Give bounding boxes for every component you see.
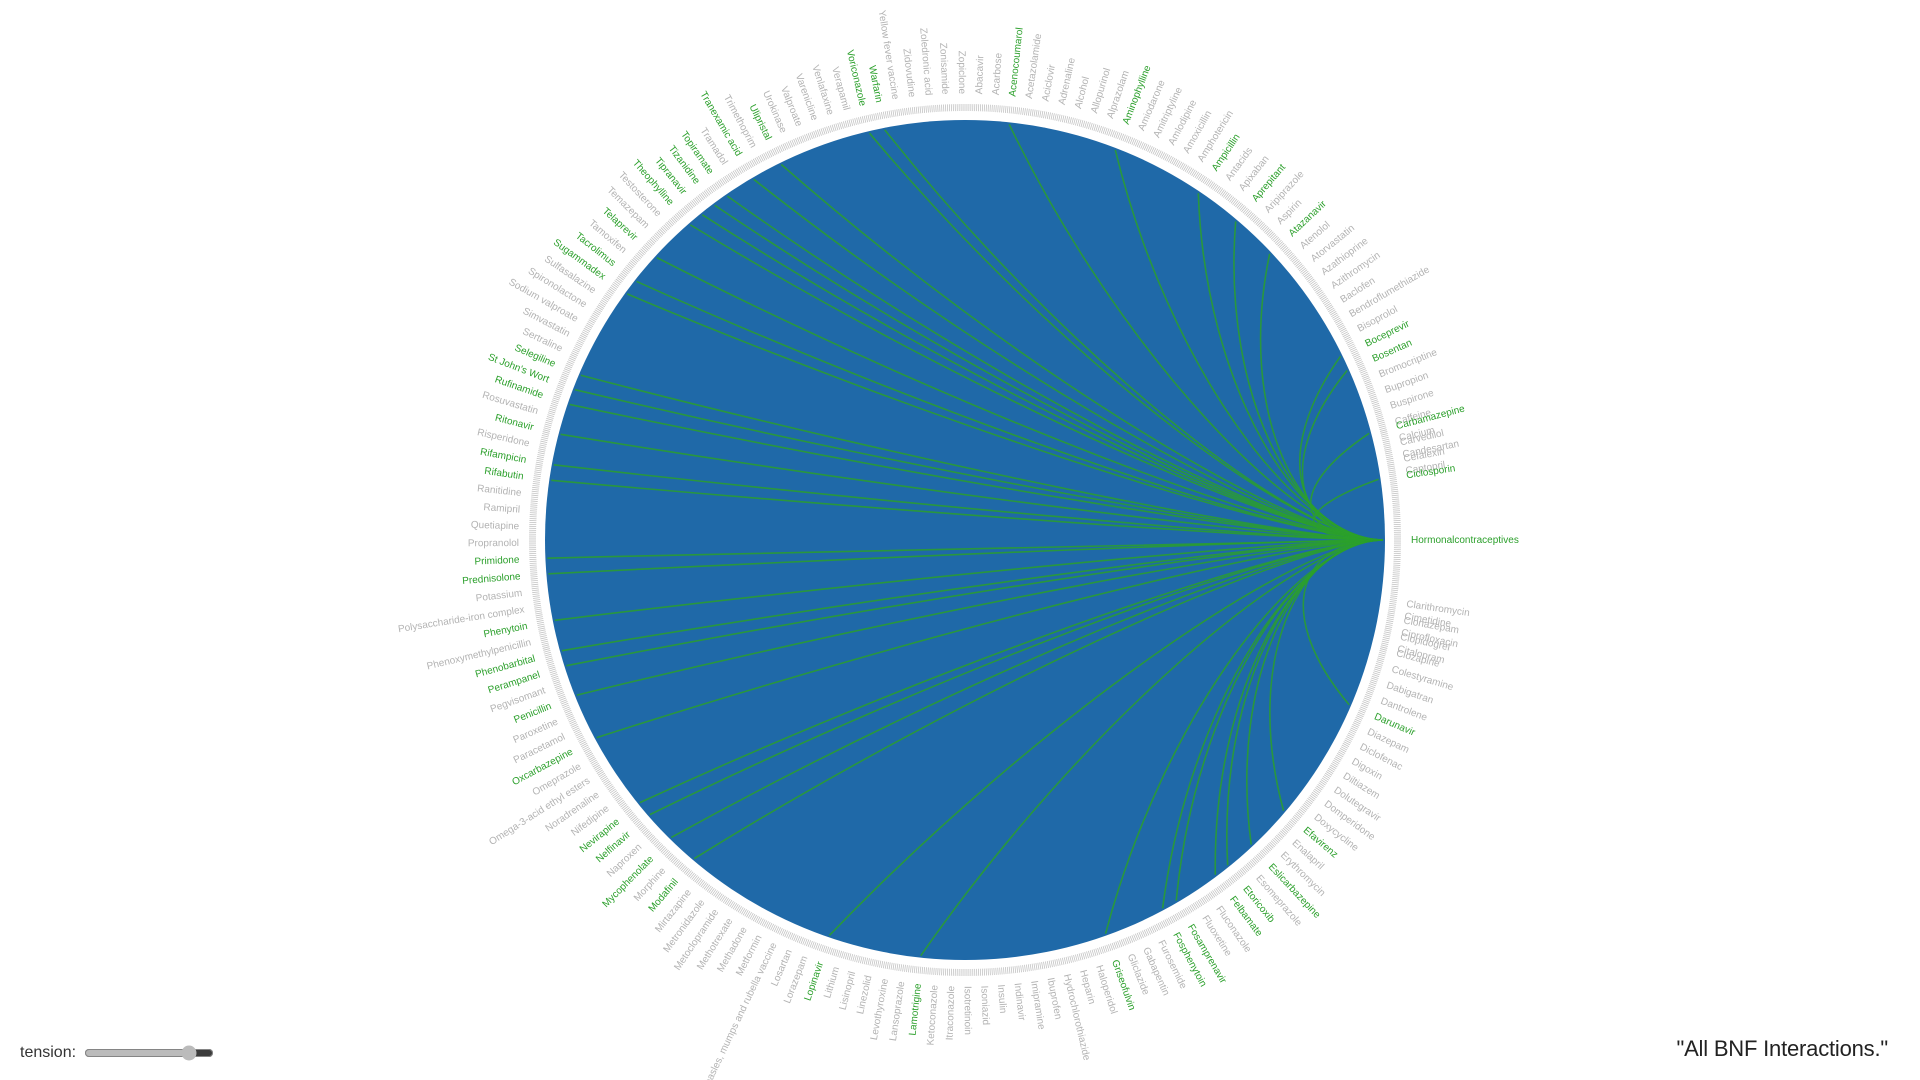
node-label[interactable]: Lisinopril <box>838 970 859 1011</box>
node-label[interactable]: Zidovudine <box>900 48 917 98</box>
node-label[interactable]: Acenocoumarol <box>1007 27 1025 97</box>
node-label[interactable]: Ketoconazole <box>926 984 941 1046</box>
node-label[interactable]: Ramipril <box>483 502 520 515</box>
interaction-link <box>576 539 1384 696</box>
hub-node-label[interactable]: Hormonalcontraceptives <box>1411 535 1519 546</box>
node-label[interactable]: Alcohol <box>1073 76 1092 111</box>
node-label[interactable]: Indinavir <box>1012 982 1027 1021</box>
node-label[interactable]: Zoledronic acid <box>917 27 933 95</box>
interaction-link <box>884 129 1384 541</box>
node-label[interactable]: Ibuprofen <box>1045 977 1064 1021</box>
page-title: "All BNF Interactions." <box>1676 1036 1888 1061</box>
node-disc <box>545 120 1385 960</box>
tension-label: tension: <box>20 1044 77 1061</box>
interaction-link <box>561 539 1384 652</box>
node-label[interactable]: Linezolid <box>855 974 874 1015</box>
interaction-link <box>828 539 1384 936</box>
node-label[interactable]: Lamotrigine <box>908 983 925 1037</box>
node-label[interactable]: Isoniazid <box>978 985 991 1025</box>
interaction-link <box>656 256 1384 541</box>
interaction-link <box>580 374 1384 541</box>
node-label[interactable]: Lithium <box>822 966 842 1000</box>
node-label[interactable]: Rifabutin <box>484 466 525 483</box>
node-label[interactable]: Ritonavir <box>494 413 536 434</box>
node-label[interactable]: Isotretinoin <box>962 986 973 1035</box>
node-label[interactable]: Phenytoin <box>483 621 529 640</box>
node-label[interactable]: Zonisamide <box>937 43 950 96</box>
node-label[interactable]: Heparin <box>1077 969 1097 1006</box>
node-label[interactable]: Warfarin <box>866 65 884 104</box>
node-label[interactable]: Ranitidine <box>477 483 523 499</box>
node-label[interactable]: Primidone <box>474 555 520 568</box>
node-label[interactable]: Quetiapine <box>471 520 520 533</box>
node-label[interactable]: Zopiclone <box>956 51 967 95</box>
interaction-link <box>596 539 1384 739</box>
node-label[interactable]: Insulin <box>995 984 1008 1014</box>
node-label[interactable]: Imipramine <box>1028 980 1047 1031</box>
interaction-link <box>780 163 1384 541</box>
node-label[interactable]: Rifampicin <box>479 447 527 466</box>
node-label[interactable]: Potassium <box>475 588 523 604</box>
node-label[interactable]: Abacavir <box>974 55 986 95</box>
node-label[interactable]: Aciclovir <box>1040 63 1058 102</box>
interaction-link <box>554 539 1384 622</box>
tick-ring <box>529 104 1401 976</box>
tension-control: tension: <box>20 1043 215 1063</box>
node-label[interactable]: Prednisolone <box>462 571 522 587</box>
node-label[interactable]: Lansoprazole <box>888 980 908 1041</box>
node-label[interactable]: Itraconazole <box>945 985 958 1040</box>
interaction-link <box>1104 539 1384 934</box>
node-label[interactable]: Acetazolamide <box>1024 33 1044 100</box>
tension-slider[interactable] <box>84 1045 215 1061</box>
interaction-link <box>920 539 1384 957</box>
node-label[interactable]: Acarbose <box>991 52 1005 95</box>
interaction-link <box>639 539 1384 804</box>
node-label[interactable]: Propranolol <box>468 538 519 549</box>
interaction-links <box>547 123 1384 957</box>
